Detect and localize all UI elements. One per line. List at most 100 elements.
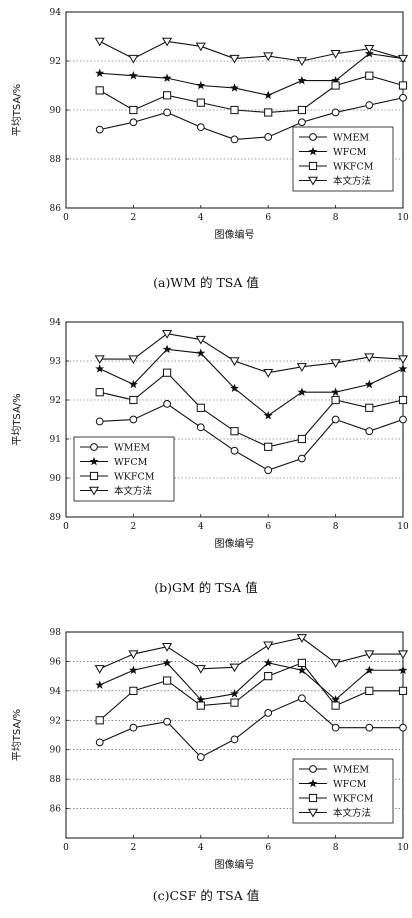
data-point bbox=[229, 54, 240, 64]
series-star bbox=[95, 658, 408, 704]
data-point bbox=[399, 723, 407, 732]
data-point bbox=[230, 83, 239, 92]
data-point bbox=[364, 379, 374, 389]
legend: WMEM WFCM WKFCM 本文方法 bbox=[73, 436, 175, 502]
chart-2: 89 90 91 92 93 94 0 2 4 6 8 10 图像编号 平均TSA/% WMEM WFCM WK… bbox=[11, 318, 409, 595]
data-point bbox=[196, 403, 205, 412]
legend-label: WKFCM bbox=[333, 162, 374, 173]
x-tick-label: 4 bbox=[198, 843, 204, 853]
data-point bbox=[364, 665, 374, 675]
data-point bbox=[129, 723, 138, 732]
data-point bbox=[196, 695, 206, 704]
series-circle bbox=[95, 694, 407, 761]
y-tick-label: 91 bbox=[50, 435, 61, 445]
data-point bbox=[399, 415, 407, 424]
data-point bbox=[230, 446, 239, 455]
data-point bbox=[196, 98, 205, 107]
data-point bbox=[229, 357, 240, 366]
data-point bbox=[365, 101, 374, 109]
series-line bbox=[99, 40, 404, 62]
data-point bbox=[196, 701, 205, 710]
data-point bbox=[163, 717, 172, 726]
chart-3: 86 88 90 92 94 96 98 0 2 4 6 8 10 图像编号 平均TSA/% WMEM WFCM… bbox=[11, 628, 409, 903]
legend-label: 本文方法 bbox=[333, 175, 371, 187]
data-point bbox=[163, 400, 172, 408]
series-line bbox=[99, 662, 403, 721]
chart-caption: (a)WM 的 TSA 值 bbox=[153, 275, 259, 290]
data-point bbox=[298, 694, 306, 703]
legend-marker bbox=[90, 443, 98, 451]
data-point bbox=[162, 37, 173, 47]
series-triangle-down bbox=[94, 37, 409, 66]
data-point bbox=[263, 369, 274, 378]
data-point bbox=[230, 135, 239, 144]
data-point bbox=[331, 415, 340, 424]
data-point bbox=[195, 335, 206, 345]
legend-label: WMEM bbox=[333, 765, 369, 776]
data-point bbox=[95, 738, 104, 747]
series-line bbox=[99, 333, 404, 374]
series-square bbox=[95, 658, 408, 725]
data-point bbox=[398, 686, 408, 695]
x-axis-label: 图像编号 bbox=[215, 228, 255, 241]
data-point bbox=[263, 90, 273, 100]
chart-caption: (c)CSF 的 TSA 值 bbox=[153, 888, 259, 903]
data-point bbox=[129, 105, 138, 115]
y-tick-label: 98 bbox=[50, 628, 62, 638]
series-circle bbox=[95, 400, 407, 475]
data-point bbox=[263, 658, 273, 667]
y-tick-label: 92 bbox=[50, 396, 61, 406]
data-point bbox=[263, 52, 274, 62]
y-tick-label: 86 bbox=[50, 805, 62, 815]
legend-label: 本文方法 bbox=[114, 485, 152, 497]
data-point bbox=[331, 387, 341, 396]
y-tick-label: 94 bbox=[50, 318, 62, 328]
data-point bbox=[330, 359, 341, 368]
x-axis-label: 图像编号 bbox=[215, 858, 255, 871]
y-tick-label: 92 bbox=[50, 716, 61, 726]
data-point bbox=[330, 49, 341, 59]
series-line bbox=[99, 348, 404, 417]
data-point bbox=[365, 686, 374, 695]
legend-marker bbox=[308, 161, 318, 171]
data-point bbox=[95, 68, 105, 78]
data-point bbox=[95, 680, 105, 689]
data-point bbox=[196, 123, 205, 132]
data-point bbox=[95, 86, 104, 95]
legend-label: WFCM bbox=[333, 147, 367, 158]
series-triangle-down bbox=[94, 634, 409, 674]
series-star bbox=[95, 344, 408, 420]
y-tick-label: 90 bbox=[50, 746, 62, 756]
x-tick-label: 10 bbox=[397, 522, 409, 532]
x-tick-label: 2 bbox=[131, 843, 137, 853]
data-point bbox=[398, 364, 408, 373]
legend-label: 本文方法 bbox=[333, 807, 371, 819]
x-tick-label: 2 bbox=[131, 522, 137, 532]
data-point bbox=[163, 368, 172, 377]
series-square bbox=[95, 71, 408, 117]
x-tick-label: 6 bbox=[265, 213, 271, 223]
x-tick-label: 4 bbox=[198, 522, 204, 532]
data-point bbox=[297, 387, 307, 396]
data-point bbox=[331, 108, 340, 117]
legend-label: WMEM bbox=[333, 133, 369, 144]
data-point bbox=[128, 650, 139, 660]
y-tick-label: 94 bbox=[50, 687, 62, 697]
legend: WMEM WFCM WKFCM 本文方法 bbox=[292, 758, 394, 824]
y-tick-label: 86 bbox=[50, 204, 62, 214]
data-point bbox=[331, 701, 340, 710]
data-point bbox=[331, 81, 340, 90]
data-point bbox=[297, 658, 306, 667]
y-tick-label: 88 bbox=[50, 775, 62, 785]
data-point bbox=[95, 388, 104, 397]
data-point bbox=[331, 395, 340, 405]
series-line bbox=[99, 75, 404, 114]
data-point bbox=[95, 125, 104, 134]
series-line bbox=[99, 97, 404, 140]
data-point bbox=[397, 355, 409, 365]
x-tick-label: 4 bbox=[198, 213, 204, 223]
y-tick-label: 88 bbox=[50, 155, 62, 165]
chart-caption: (b)GM 的 TSA 值 bbox=[154, 580, 257, 595]
data-point bbox=[94, 37, 105, 47]
data-point bbox=[263, 410, 273, 420]
